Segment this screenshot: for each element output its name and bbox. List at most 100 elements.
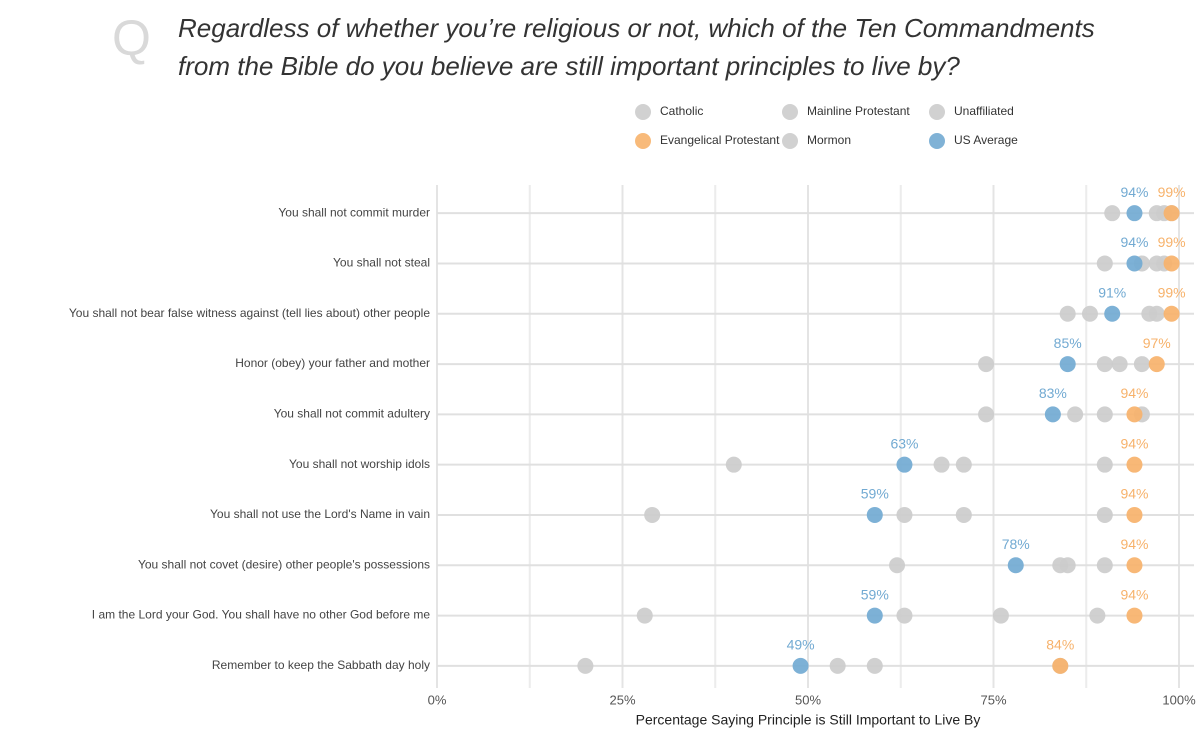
dot	[1007, 557, 1024, 574]
dot	[1089, 607, 1106, 624]
y-tick-label: Honor (obey) your father and mother	[235, 356, 430, 370]
legend-label: Evangelical Protestant	[660, 133, 780, 147]
x-axis-label: Percentage Saying Principle is Still Imp…	[636, 712, 981, 728]
dot	[1126, 205, 1143, 222]
dot	[636, 607, 653, 624]
y-tick-label: You shall not steal	[333, 256, 430, 270]
legend-swatch	[782, 104, 798, 120]
dot	[1096, 557, 1113, 574]
x-tick-label: 75%	[980, 692, 1006, 707]
dot	[955, 456, 972, 473]
dot	[1163, 205, 1180, 222]
dot	[1126, 406, 1143, 423]
title-mark: Q	[112, 10, 151, 66]
dot	[1126, 607, 1143, 624]
x-tick-label: 0%	[428, 692, 447, 707]
dot	[829, 657, 846, 674]
dot	[1148, 356, 1165, 373]
value-label: 85%	[1054, 335, 1082, 351]
legend-label: Mormon	[807, 133, 851, 147]
y-tick-label: You shall not bear false witness against…	[69, 306, 430, 320]
dot	[1081, 305, 1098, 322]
value-label: 78%	[1002, 536, 1030, 552]
value-label: 94%	[1120, 385, 1148, 401]
dot	[1163, 305, 1180, 322]
value-label: 94%	[1120, 536, 1148, 552]
dot	[896, 607, 913, 624]
dot	[644, 506, 661, 523]
value-label: 99%	[1158, 184, 1186, 200]
x-tick-label: 50%	[795, 692, 821, 707]
dot	[896, 456, 913, 473]
dot	[1096, 456, 1113, 473]
value-label: 91%	[1098, 284, 1126, 300]
dot	[1052, 657, 1069, 674]
legend-label: US Average	[954, 133, 1018, 147]
dot	[1096, 356, 1113, 373]
dot	[866, 657, 883, 674]
dot	[1044, 406, 1061, 423]
value-label: 99%	[1158, 284, 1186, 300]
dot	[978, 356, 995, 373]
dot	[1126, 456, 1143, 473]
y-tick-label: You shall not worship idols	[289, 457, 430, 471]
dot	[1096, 255, 1113, 272]
dot	[792, 657, 809, 674]
dot	[1133, 356, 1150, 373]
chart-title: Regardless of whether you’re religious o…	[178, 13, 1095, 43]
value-label: 83%	[1039, 385, 1067, 401]
dot	[933, 456, 950, 473]
legend-swatch	[635, 133, 651, 149]
value-label: 94%	[1120, 435, 1148, 451]
dot	[866, 506, 883, 523]
y-tick-label: I am the Lord your God. You shall have n…	[92, 608, 431, 622]
value-label: 94%	[1120, 586, 1148, 602]
value-label: 94%	[1120, 184, 1148, 200]
dot	[725, 456, 742, 473]
dot	[1059, 557, 1076, 574]
legend-swatch	[782, 133, 798, 149]
legend-label: Catholic	[660, 104, 703, 118]
value-label: 59%	[861, 586, 889, 602]
value-label: 97%	[1143, 335, 1171, 351]
dot	[1067, 406, 1084, 423]
value-label: 49%	[787, 637, 815, 653]
value-label: 94%	[1120, 234, 1148, 250]
dot	[1059, 305, 1076, 322]
dot	[978, 406, 995, 423]
dot	[1126, 506, 1143, 523]
value-label: 63%	[890, 435, 918, 451]
value-label: 84%	[1046, 637, 1074, 653]
dot	[1163, 255, 1180, 272]
legend-label: Unaffiliated	[954, 104, 1014, 118]
x-tick-label: 100%	[1162, 692, 1196, 707]
dot	[896, 506, 913, 523]
legend-swatch	[929, 133, 945, 149]
legend-swatch	[635, 104, 651, 120]
y-tick-label: You shall not covet (desire) other peopl…	[138, 557, 430, 571]
dot	[1126, 557, 1143, 574]
dot	[1148, 305, 1165, 322]
dot	[1126, 255, 1143, 272]
dot	[866, 607, 883, 624]
legend-swatch	[929, 104, 945, 120]
y-tick-label: You shall not commit adultery	[274, 407, 430, 421]
y-tick-label: You shall not use the Lord's Name in vai…	[210, 507, 430, 521]
x-tick-label: 25%	[609, 692, 635, 707]
value-label: 59%	[861, 486, 889, 502]
dot	[1096, 506, 1113, 523]
legend-label: Mainline Protestant	[807, 104, 910, 118]
dot	[955, 506, 972, 523]
value-label: 94%	[1120, 486, 1148, 502]
dot	[1104, 305, 1121, 322]
y-tick-label: You shall not commit murder	[278, 205, 430, 219]
dot	[992, 607, 1009, 624]
dot	[1059, 356, 1076, 373]
dot	[1096, 406, 1113, 423]
chart-title: from the Bible do you believe are still …	[178, 51, 960, 81]
dot	[577, 657, 594, 674]
y-tick-label: Remember to keep the Sabbath day holy	[212, 658, 430, 672]
value-label: 99%	[1158, 234, 1186, 250]
dot	[1111, 356, 1128, 373]
